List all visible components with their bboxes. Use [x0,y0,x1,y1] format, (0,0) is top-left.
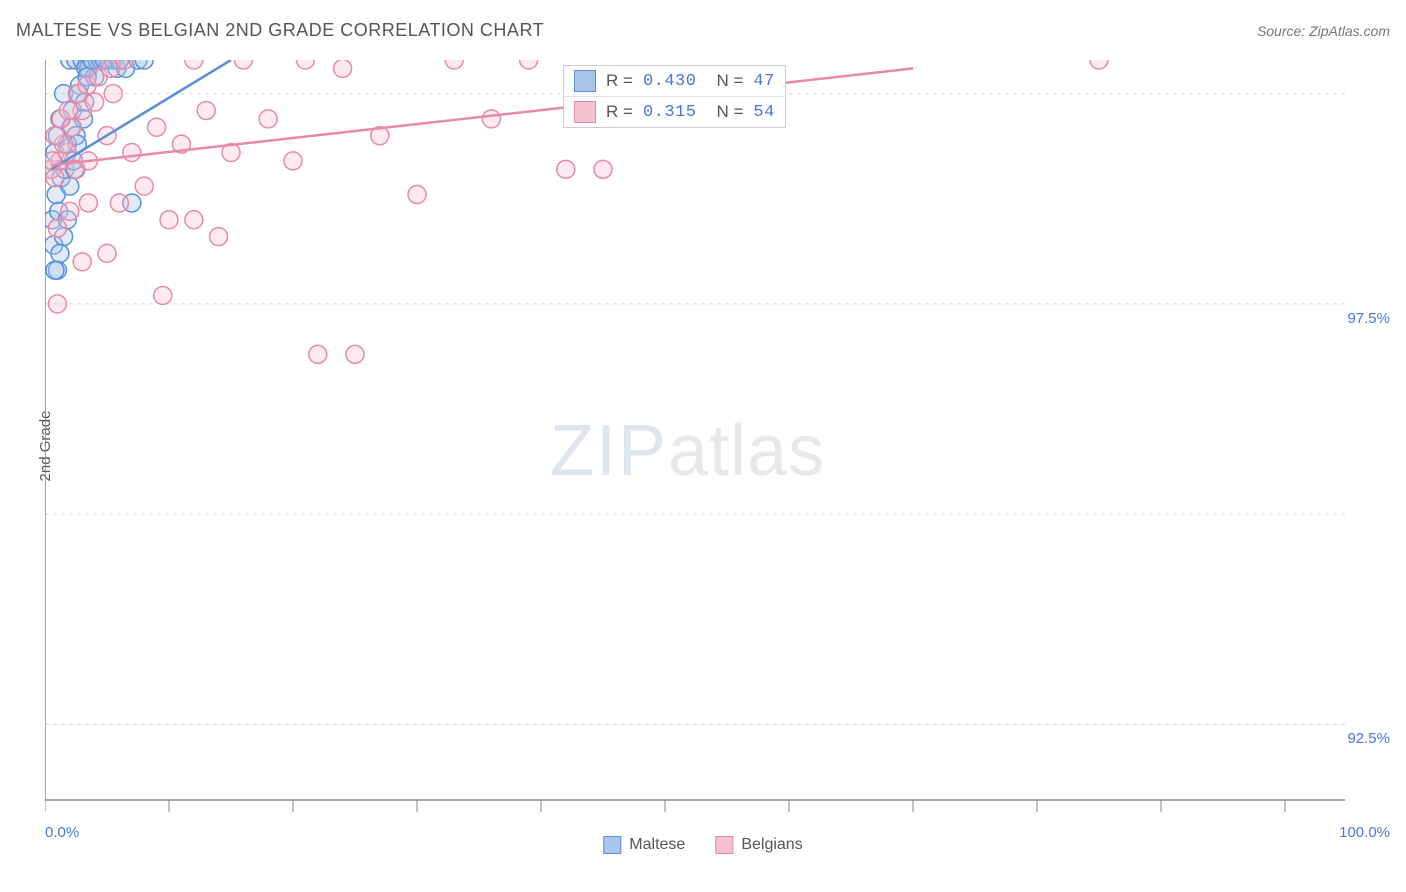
x-tick-label: 100.0% [1339,824,1390,841]
chart-title: MALTESE VS BELGIAN 2ND GRADE CORRELATION… [16,20,544,41]
n-label: N = [716,71,743,91]
legend-series-name: Maltese [629,836,685,854]
y-tick-label: 97.5% [1347,310,1390,327]
r-value: 0.430 [643,72,697,91]
r-label: R = [606,102,633,122]
n-value: 54 [753,103,774,122]
r-value: 0.315 [643,103,697,122]
n-value: 47 [753,72,774,91]
legend-swatch [574,101,596,123]
scatter-plot [45,60,1380,820]
x-tick-label: 0.0% [45,824,79,841]
n-label: N = [716,102,743,122]
legend-swatch [574,70,596,92]
legend-swatch [715,836,733,854]
stats-legend-box: R = 0.430 N = 47 R = 0.315 N = 54 [563,65,786,128]
legend-swatch [603,836,621,854]
legend-series-name: Belgians [741,836,802,854]
stats-legend-row: R = 0.315 N = 54 [564,97,785,127]
r-label: R = [606,71,633,91]
bottom-legend-item: Maltese [603,836,685,854]
bottom-legend: Maltese Belgians [603,836,802,854]
stats-legend-row: R = 0.430 N = 47 [564,66,785,97]
source-label: Source: ZipAtlas.com [1257,23,1390,39]
bottom-legend-item: Belgians [715,836,802,854]
y-tick-label: 92.5% [1347,730,1390,747]
